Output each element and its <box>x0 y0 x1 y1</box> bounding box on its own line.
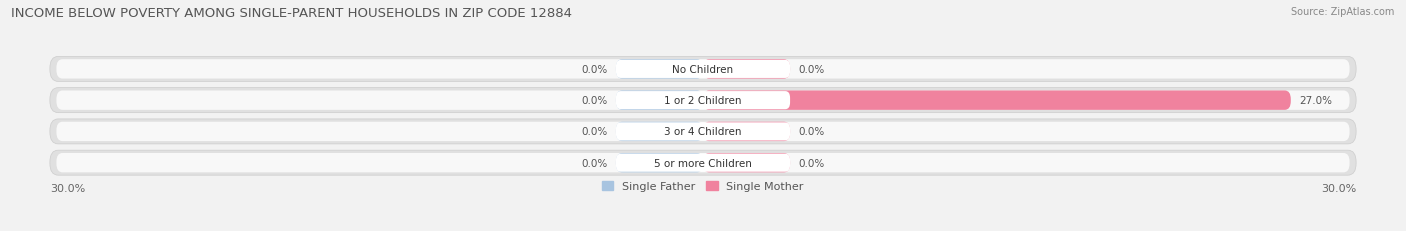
Text: INCOME BELOW POVERTY AMONG SINGLE-PARENT HOUSEHOLDS IN ZIP CODE 12884: INCOME BELOW POVERTY AMONG SINGLE-PARENT… <box>11 7 572 20</box>
FancyBboxPatch shape <box>56 91 1350 110</box>
Text: 27.0%: 27.0% <box>1299 96 1333 106</box>
FancyBboxPatch shape <box>56 153 1350 173</box>
FancyBboxPatch shape <box>616 61 790 79</box>
Text: 0.0%: 0.0% <box>799 127 825 137</box>
Text: 0.0%: 0.0% <box>799 158 825 168</box>
Text: 30.0%: 30.0% <box>49 183 86 193</box>
FancyBboxPatch shape <box>616 154 790 172</box>
FancyBboxPatch shape <box>49 88 1357 113</box>
FancyBboxPatch shape <box>49 151 1357 175</box>
Text: 0.0%: 0.0% <box>581 158 607 168</box>
FancyBboxPatch shape <box>616 92 790 110</box>
FancyBboxPatch shape <box>616 91 703 110</box>
FancyBboxPatch shape <box>703 60 790 79</box>
Text: 0.0%: 0.0% <box>581 65 607 75</box>
Legend: Single Father, Single Mother: Single Father, Single Mother <box>602 181 804 191</box>
Text: 0.0%: 0.0% <box>581 96 607 106</box>
Text: 1 or 2 Children: 1 or 2 Children <box>664 96 742 106</box>
FancyBboxPatch shape <box>56 60 1350 79</box>
FancyBboxPatch shape <box>49 119 1357 144</box>
Text: 0.0%: 0.0% <box>799 65 825 75</box>
Text: Source: ZipAtlas.com: Source: ZipAtlas.com <box>1291 7 1395 17</box>
FancyBboxPatch shape <box>616 122 703 142</box>
FancyBboxPatch shape <box>703 91 1291 110</box>
FancyBboxPatch shape <box>703 122 790 142</box>
Text: 5 or more Children: 5 or more Children <box>654 158 752 168</box>
FancyBboxPatch shape <box>616 123 790 141</box>
FancyBboxPatch shape <box>616 60 703 79</box>
FancyBboxPatch shape <box>56 122 1350 142</box>
Text: 0.0%: 0.0% <box>581 127 607 137</box>
Text: 30.0%: 30.0% <box>1320 183 1357 193</box>
FancyBboxPatch shape <box>616 153 703 173</box>
Text: No Children: No Children <box>672 65 734 75</box>
FancyBboxPatch shape <box>703 153 790 173</box>
Text: 3 or 4 Children: 3 or 4 Children <box>664 127 742 137</box>
FancyBboxPatch shape <box>49 57 1357 82</box>
